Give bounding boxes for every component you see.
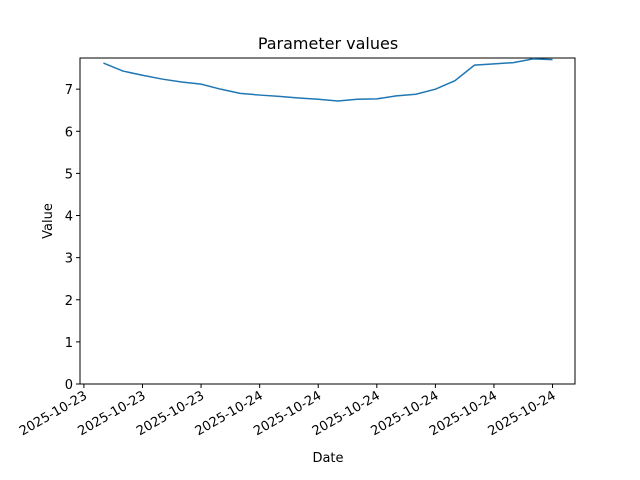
chart-title: Parameter values — [258, 34, 398, 53]
y-tick-label: 2 — [65, 294, 73, 309]
y-tick-label: 5 — [65, 167, 73, 182]
x-axis-label: Date — [312, 451, 343, 466]
y-tick-label: 3 — [65, 252, 73, 267]
y-tick-label: 6 — [65, 125, 73, 140]
data-line — [103, 58, 553, 102]
y-tick-label: 1 — [65, 336, 73, 351]
plot-frame — [79, 57, 576, 385]
y-tick-label: 7 — [65, 83, 73, 98]
y-tick-label: 0 — [65, 378, 73, 393]
y-tick-label: 4 — [65, 210, 73, 225]
y-axis-label: Value — [41, 203, 56, 239]
